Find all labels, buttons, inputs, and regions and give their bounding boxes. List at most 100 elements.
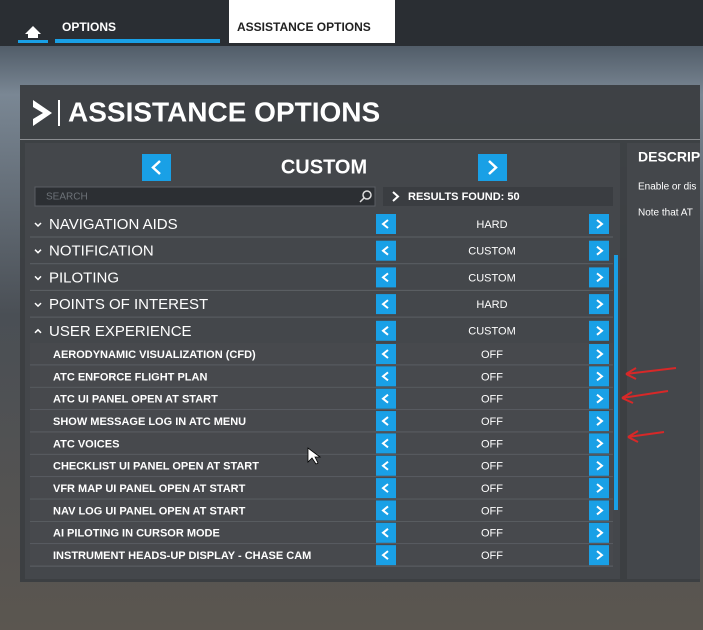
setting-value: OFF [481,483,503,495]
setting-row[interactable] [30,410,613,433]
arrow-icon [596,245,604,256]
next-button[interactable] [589,388,609,409]
expand-chevron [34,249,42,254]
category-value: CUSTOM [468,272,515,284]
arrow-icon [596,505,604,516]
description-text: Note that AT [638,208,693,219]
prev-button[interactable] [376,214,396,234]
category-row[interactable] [30,237,613,264]
arrow-icon [596,416,604,426]
description-text: Enable or dis [638,182,696,193]
arrow-icon [596,326,604,336]
setting-label: ATC UI PANEL OPEN AT START [53,394,218,406]
category-row[interactable] [30,317,613,344]
category-label: NOTIFICATION [49,243,154,260]
setting-value: OFF [481,416,503,428]
next-button[interactable] [589,366,609,387]
prev-button[interactable] [376,433,396,454]
description-title: DESCRIP [638,149,700,165]
home-underline [18,40,48,43]
setting-value: OFF [481,550,503,562]
next-button[interactable] [589,411,609,432]
arrow-icon [381,393,389,404]
setting-row[interactable] [30,387,613,410]
prev-button[interactable] [376,320,396,341]
arrow-icon [151,160,161,175]
prev-button[interactable] [376,294,396,315]
expand-chevron [34,302,42,308]
next-button[interactable] [589,267,609,288]
arrow-icon [596,349,604,359]
setting-row[interactable] [30,432,613,455]
category-label: NAVIGATION AIDS [49,216,178,233]
arrow-icon [381,349,389,359]
preset-next[interactable] [478,154,507,181]
setting-label: ATC ENFORCE FLIGHT PLAN [53,371,207,383]
prev-button[interactable] [376,455,396,476]
arrow-icon [596,219,604,229]
prev-button[interactable] [376,366,396,387]
next-button[interactable] [589,433,609,454]
mouse-cursor [307,447,322,465]
category-row[interactable] [30,211,613,237]
setting-row[interactable] [30,477,613,500]
prev-button[interactable] [376,267,396,288]
tab-options[interactable]: OPTIONS [62,20,116,34]
scrollbar[interactable] [614,255,618,510]
arrow-icon [381,438,389,449]
category-value: CUSTOM [468,326,515,338]
next-button[interactable] [589,240,609,261]
setting-label: CHECKLIST UI PANEL OPEN AT START [53,461,259,473]
prev-button[interactable] [376,545,396,566]
prev-button[interactable] [376,500,396,521]
prev-button[interactable] [376,478,396,499]
results-box [383,187,613,206]
setting-row[interactable] [30,499,613,522]
category-row[interactable] [30,264,613,291]
results-chevron [392,191,400,202]
next-button[interactable] [589,214,609,234]
category-row[interactable] [30,291,613,318]
arrow-icon [596,299,604,309]
next-button[interactable] [589,478,609,499]
prev-button[interactable] [376,240,396,261]
home-icon[interactable] [25,26,41,38]
setting-row[interactable] [30,521,613,544]
prev-button[interactable] [376,388,396,409]
prev-button[interactable] [376,522,396,543]
arrow-icon [596,272,604,283]
setting-row[interactable] [30,343,613,365]
arrow-icon [596,371,604,382]
next-button[interactable] [589,500,609,521]
category-value: HARD [476,219,507,231]
setting-row[interactable] [30,454,613,477]
search-icon [359,197,365,203]
setting-row[interactable] [30,365,613,388]
arrow-icon [381,528,389,538]
prev-button[interactable] [376,411,396,432]
tab-active[interactable]: ASSISTANCE OPTIONS [237,20,371,34]
tab-underline [55,39,220,43]
arrow-icon [381,245,389,256]
next-button[interactable] [589,545,609,566]
next-button[interactable] [589,294,609,315]
next-button[interactable] [589,344,609,364]
search-box[interactable] [34,186,376,207]
arrow-icon [596,550,604,560]
arrow-icon [381,371,389,382]
next-button[interactable] [589,455,609,476]
search-placeholder: SEARCH [46,192,88,203]
annotation-arrow [621,390,669,404]
preset-prev[interactable] [142,154,171,181]
arrow-icon [381,326,389,336]
next-button[interactable] [589,522,609,543]
arrow-icon [381,272,389,283]
next-button[interactable] [589,320,609,341]
prev-button[interactable] [376,344,396,364]
setting-row[interactable] [30,544,613,567]
description-panel [627,143,700,579]
setting-value: OFF [481,528,503,540]
annotation-arrow [625,367,677,380]
arrow-icon [381,416,389,426]
expand-chevron [34,275,42,281]
